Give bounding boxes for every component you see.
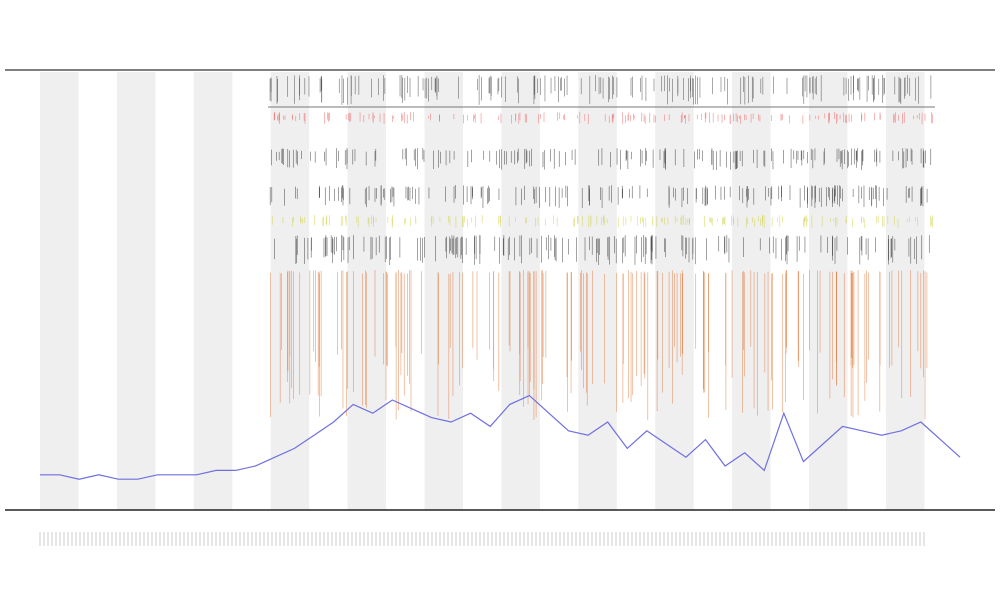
shaded-band <box>193 72 233 510</box>
x-tick-labels <box>39 532 925 546</box>
background-bands <box>40 72 925 510</box>
feature-tracks <box>269 75 933 420</box>
shaded-band <box>347 72 387 510</box>
shaded-band <box>116 72 156 510</box>
shaded-band <box>501 72 540 510</box>
shaded-band <box>578 72 617 510</box>
shaded-band <box>809 72 848 510</box>
shaded-band <box>424 72 463 510</box>
shaded-band <box>732 72 771 510</box>
shaded-band <box>40 72 79 510</box>
data-line <box>40 394 961 480</box>
